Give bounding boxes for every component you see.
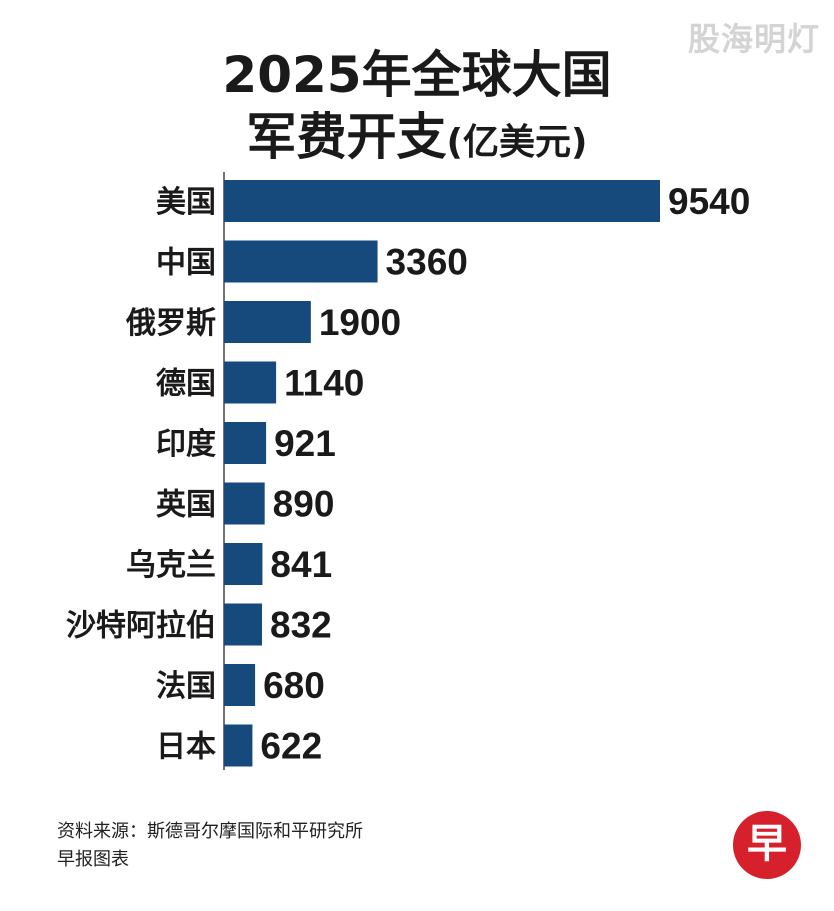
source-note: 资料来源：斯德哥尔摩国际和平研究所 xyxy=(57,821,363,842)
category-label: 乌克兰 xyxy=(126,548,216,583)
value-label: 680 xyxy=(263,665,325,706)
category-label: 英国 xyxy=(156,488,216,523)
category-label: 日本 xyxy=(156,730,216,765)
category-label: 德国 xyxy=(156,367,216,402)
bar xyxy=(224,543,263,585)
value-label: 3360 xyxy=(386,242,468,283)
bar xyxy=(224,240,378,283)
value-label: 1140 xyxy=(284,363,364,404)
value-label: 1900 xyxy=(319,302,401,343)
watermark-text: 股海明灯 xyxy=(687,20,820,58)
category-label: 沙特阿拉伯 xyxy=(66,609,216,644)
category-label: 印度 xyxy=(156,427,216,462)
chart-title: 2025年全球大国 军费开支(亿美元) xyxy=(0,44,834,174)
category-label: 美国 xyxy=(156,185,216,220)
value-label: 890 xyxy=(273,484,335,525)
credit-note: 早报图表 xyxy=(57,849,129,870)
value-label: 9540 xyxy=(668,181,750,222)
chart-title-line2: 军费开支(亿美元) xyxy=(0,106,834,174)
footer: 资料来源：斯德哥尔摩国际和平研究所 早报图表 xyxy=(57,818,363,874)
bar xyxy=(224,664,256,706)
value-label: 921 xyxy=(274,423,336,464)
bar xyxy=(224,724,253,767)
bar xyxy=(224,180,660,222)
category-label: 法国 xyxy=(156,669,216,704)
category-label: 俄罗斯 xyxy=(125,306,216,341)
chart-title-line2-text: 军费开支 xyxy=(246,108,447,166)
value-label: 832 xyxy=(270,605,332,646)
value-label: 622 xyxy=(260,726,322,767)
chart-title-line1: 2025年全球大国 xyxy=(222,46,612,104)
value-label: 841 xyxy=(270,544,332,585)
bar xyxy=(224,482,265,525)
zaobao-logo: 早 xyxy=(733,811,801,879)
bar xyxy=(224,422,267,464)
bar xyxy=(224,603,263,646)
bar xyxy=(224,361,277,404)
chart-title-unit: (亿美元) xyxy=(446,122,588,163)
bar xyxy=(224,301,311,343)
category-label: 中国 xyxy=(156,246,216,281)
